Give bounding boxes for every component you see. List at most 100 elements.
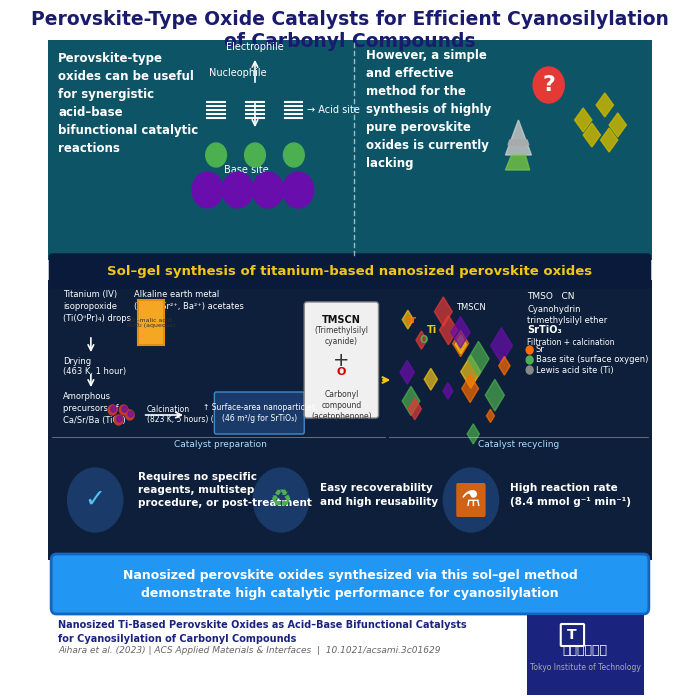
Text: ↑ Surface-area nanoparticles
(46 m²/g for SrTiO₃): ↑ Surface-area nanoparticles (46 m²/g fo… (203, 403, 316, 423)
Text: Nanosized Ti-Based Perovskite Oxides as Acid–Base Bifunctional Catalysts
for Cya: Nanosized Ti-Based Perovskite Oxides as … (58, 620, 467, 644)
Text: Carbonyl
compound
(acetophenone): Carbonyl compound (acetophenone) (311, 390, 372, 421)
Circle shape (283, 172, 314, 208)
Text: Titanium (IV)
isopropoxide
(Ti(OⁱⁱPr)₄) drops: Titanium (IV) isopropoxide (Ti(OⁱⁱPr)₄) … (63, 290, 131, 323)
Polygon shape (402, 310, 414, 329)
Polygon shape (505, 155, 530, 170)
Polygon shape (453, 330, 469, 357)
Circle shape (526, 356, 533, 364)
Polygon shape (408, 398, 421, 420)
Text: Alkaline earth metal
(Ca²⁺, Sr²⁺, Ba²⁺) acetates: Alkaline earth metal (Ca²⁺, Sr²⁺, Ba²⁺) … (134, 290, 244, 311)
Polygon shape (486, 410, 494, 423)
Text: Nanosized perovskite oxides synthesized via this sol–gel method
demonstrate high: Nanosized perovskite oxides synthesized … (122, 568, 577, 599)
Text: ♻: ♻ (270, 488, 292, 512)
Text: Sol–gel synthesis of titanium-based nanosized perovskite oxides: Sol–gel synthesis of titanium-based nano… (107, 265, 593, 277)
Text: Perovskite-Type Oxide Catalysts for Efficient Cyanosilylation: Perovskite-Type Oxide Catalysts for Effi… (31, 10, 669, 29)
Circle shape (120, 405, 128, 415)
Text: TMSCN: TMSCN (322, 315, 360, 325)
Text: Aihara et al. (2023) | ACS Applied Materials & Interfaces  |  10.1021/acsami.3c0: Aihara et al. (2023) | ACS Applied Mater… (58, 646, 440, 655)
Text: Catalyst preparation: Catalyst preparation (174, 440, 267, 449)
Text: Tokyo Institute of Technology: Tokyo Institute of Technology (529, 664, 641, 673)
Text: However, a simple
and effective
method for the
synthesis of highly
pure perovski: However, a simple and effective method f… (365, 49, 491, 170)
Circle shape (244, 143, 265, 167)
Text: Filtration + calcination: Filtration + calcination (527, 338, 615, 347)
Circle shape (192, 172, 223, 208)
Polygon shape (485, 379, 505, 411)
Polygon shape (462, 374, 479, 402)
Polygon shape (491, 328, 512, 363)
Text: Cyanohydrin
trimethylsilyl ether: Cyanohydrin trimethylsilyl ether (527, 305, 608, 325)
Circle shape (122, 406, 127, 412)
Polygon shape (505, 120, 531, 155)
Polygon shape (443, 383, 453, 399)
Text: (Trimethylsilyl
cyanide): (Trimethylsilyl cyanide) (314, 326, 368, 346)
Polygon shape (467, 424, 480, 444)
Text: Sr: Sr (536, 346, 545, 354)
Circle shape (284, 143, 304, 167)
FancyBboxPatch shape (50, 254, 650, 288)
Text: Perovskite-type
oxides can be useful
for synergistic
acid–base
bifunctional cata: Perovskite-type oxides can be useful for… (58, 52, 198, 155)
Circle shape (114, 415, 122, 425)
FancyBboxPatch shape (456, 483, 486, 517)
FancyBboxPatch shape (389, 300, 510, 445)
Text: ✓: ✓ (85, 488, 106, 512)
Circle shape (128, 411, 133, 417)
Polygon shape (455, 335, 467, 354)
Polygon shape (416, 331, 427, 349)
Text: Requires no specific
reagents, multistep
procedure, or post-treatment: Requires no specific reagents, multistep… (139, 472, 312, 508)
Polygon shape (400, 360, 414, 384)
Text: O: O (337, 367, 346, 377)
Text: +: + (333, 351, 349, 370)
Text: Base site: Base site (224, 165, 269, 175)
Polygon shape (583, 123, 601, 147)
Text: Drying
(463 K, 1 hour): Drying (463 K, 1 hour) (63, 357, 127, 377)
Polygon shape (508, 140, 528, 145)
Circle shape (206, 143, 227, 167)
Polygon shape (601, 128, 618, 152)
Circle shape (443, 468, 498, 532)
FancyBboxPatch shape (527, 615, 644, 695)
Text: Catalyst recycling: Catalyst recycling (478, 440, 559, 449)
FancyBboxPatch shape (51, 554, 649, 614)
Text: Base site (surface oxygen): Base site (surface oxygen) (536, 356, 648, 365)
FancyBboxPatch shape (48, 40, 652, 260)
Circle shape (68, 468, 122, 532)
Circle shape (526, 346, 533, 354)
Polygon shape (440, 315, 457, 345)
Text: ⚗: ⚗ (461, 490, 481, 510)
Circle shape (108, 405, 117, 415)
Text: 東京工業大学: 東京工業大学 (562, 643, 608, 657)
Text: Easy recoverability
and high reusability: Easy recoverability and high reusability (320, 484, 438, 507)
Text: Electrophile: Electrophile (226, 42, 284, 52)
Text: Calcination
(823 K, 5 hours) (N₂-air): Calcination (823 K, 5 hours) (N₂-air) (147, 405, 239, 424)
Text: High reaction rate
(8.4 mmol g⁻¹ min⁻¹): High reaction rate (8.4 mmol g⁻¹ min⁻¹) (510, 484, 631, 507)
Circle shape (253, 172, 284, 208)
Circle shape (222, 172, 253, 208)
Text: Amorphous
precursors of
Ca/Sr/Ba (TiO₃): Amorphous precursors of Ca/Sr/Ba (TiO₃) (63, 392, 126, 425)
Polygon shape (424, 368, 438, 390)
Polygon shape (451, 316, 470, 348)
FancyBboxPatch shape (48, 452, 652, 560)
Text: T: T (567, 628, 577, 642)
Polygon shape (498, 356, 510, 375)
FancyBboxPatch shape (304, 302, 379, 418)
Text: Sr: Sr (405, 315, 416, 325)
Polygon shape (596, 93, 613, 117)
Circle shape (533, 67, 564, 103)
Text: SrTiO₃: SrTiO₃ (527, 325, 562, 335)
Polygon shape (609, 113, 626, 137)
FancyBboxPatch shape (48, 0, 652, 80)
Circle shape (526, 366, 533, 374)
Text: TMSCN: TMSCN (456, 303, 486, 312)
Text: Nucleophile: Nucleophile (209, 68, 267, 78)
Text: DL-malic acid,
H₂O₂ (aqueous): DL-malic acid, H₂O₂ (aqueous) (127, 318, 176, 328)
Text: Lewis acid site (Ti): Lewis acid site (Ti) (536, 365, 613, 375)
Text: ?: ? (542, 75, 555, 95)
Text: TMSO   CN: TMSO CN (527, 292, 575, 301)
Text: → Acid site: → Acid site (307, 105, 360, 115)
FancyBboxPatch shape (139, 300, 164, 345)
Polygon shape (575, 108, 592, 132)
Polygon shape (435, 297, 452, 326)
Circle shape (125, 410, 134, 420)
FancyBboxPatch shape (48, 610, 652, 700)
Text: Ti: Ti (427, 325, 438, 335)
